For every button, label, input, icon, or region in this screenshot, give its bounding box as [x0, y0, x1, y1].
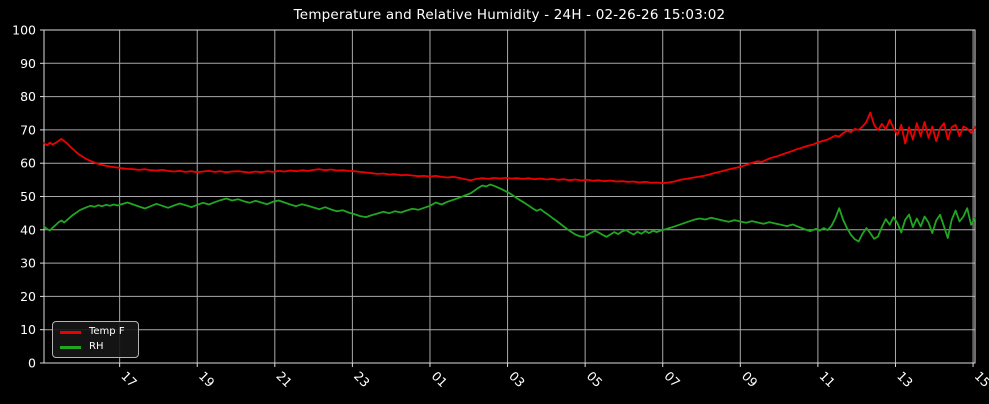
y-tick-label: 50 [20, 189, 36, 204]
x-tick-label: 05 [584, 368, 606, 390]
x-tick-label: 11 [817, 368, 839, 390]
y-tick-label: 80 [20, 89, 36, 104]
y-tick-label: 0 [28, 356, 36, 371]
plot-border [43, 29, 976, 364]
chart-title: Temperature and Relative Humidity - 24H … [293, 7, 726, 23]
x-tick-label: 21 [273, 368, 295, 390]
rh-legend-label: RH [89, 341, 104, 352]
x-tick-label: 01 [429, 368, 451, 390]
y-tick-label: 20 [20, 289, 36, 304]
y-tick-label: 10 [20, 322, 36, 337]
y-tick-label: 90 [20, 56, 36, 71]
x-tick-label: 17 [118, 368, 140, 390]
temp-legend-label: Temp F [89, 326, 125, 337]
y-tick-label: 70 [20, 122, 36, 137]
temp-line-swatch [60, 330, 81, 334]
x-tick-label: 19 [196, 368, 218, 390]
legend: Temp F RH [52, 321, 139, 358]
x-tick-label: 15 [972, 368, 989, 390]
y-tick-label: 40 [20, 222, 36, 237]
rh-line-swatch [60, 345, 81, 349]
y-tick-label: 60 [20, 156, 36, 171]
x-tick-label: 23 [351, 368, 373, 390]
rh-line [43, 183, 976, 243]
x-tick-label: 09 [739, 368, 761, 390]
legend-item-temp: Temp F [60, 327, 132, 337]
x-tick-label: 07 [661, 368, 683, 390]
x-tick-label: 03 [506, 368, 528, 390]
legend-item-rh: RH [60, 342, 132, 352]
x-tick-label: 13 [894, 368, 916, 390]
y-tick-label: 100 [12, 23, 36, 38]
y-tick-label: 30 [20, 256, 36, 271]
temp-f-line [43, 111, 976, 185]
